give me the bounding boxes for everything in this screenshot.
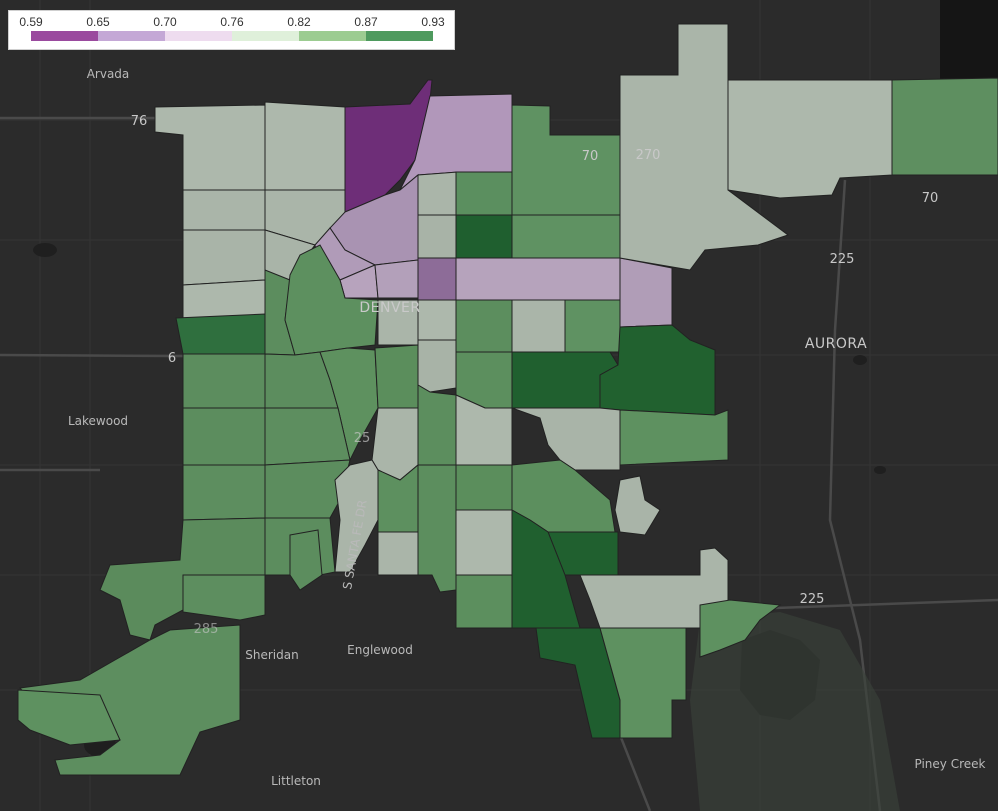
- district: [264, 101, 346, 191]
- label-littleton: Littleton: [271, 774, 321, 788]
- district: [264, 459, 351, 519]
- label-piney-creek: Piney Creek: [915, 757, 986, 771]
- district: [455, 574, 513, 629]
- legend-swatch: [366, 31, 433, 41]
- legend-tick: 0.70: [153, 15, 177, 29]
- district: [455, 509, 513, 576]
- district: [182, 574, 266, 621]
- district: [455, 257, 621, 301]
- label-sheridan: Sheridan: [245, 648, 298, 662]
- legend-swatch: [299, 31, 366, 41]
- district: [334, 459, 379, 573]
- district: [699, 599, 782, 658]
- legend-tick: 0.76: [220, 15, 244, 29]
- district: [417, 299, 457, 346]
- road-label-25: 25: [354, 431, 371, 446]
- legend-tick: 0.65: [86, 15, 110, 29]
- legend-swatch: [232, 31, 299, 41]
- legend-swatch: [98, 31, 165, 41]
- district: [455, 171, 513, 216]
- legend-color-bar: [31, 31, 433, 41]
- district: [564, 299, 621, 353]
- district: [619, 23, 790, 271]
- label-denver: DENVER: [359, 300, 420, 316]
- district: [511, 299, 566, 353]
- district: [417, 464, 457, 593]
- district: [511, 214, 621, 259]
- district: [264, 407, 351, 466]
- district: [182, 229, 266, 286]
- district: [374, 344, 419, 409]
- district: [182, 407, 266, 466]
- label-lakewood: Lakewood: [68, 414, 128, 428]
- district: [182, 464, 266, 521]
- road-label-70-east: 70: [922, 191, 939, 206]
- district: [455, 214, 513, 259]
- district: [455, 464, 513, 511]
- road-label-70: 70: [582, 149, 599, 164]
- road-label-285: 285: [194, 622, 219, 637]
- district: [619, 409, 729, 466]
- district: [289, 529, 323, 591]
- district: [19, 624, 241, 776]
- district: [455, 299, 513, 353]
- district: [417, 257, 457, 301]
- district: [417, 384, 457, 466]
- district: [417, 214, 457, 259]
- district: [284, 244, 379, 356]
- district: [599, 627, 687, 739]
- label-englewood: Englewood: [347, 643, 413, 657]
- label-arvada: Arvada: [87, 67, 130, 81]
- legend-tick: 0.93: [421, 15, 445, 29]
- road-label-225: 225: [830, 252, 855, 267]
- district: [455, 394, 513, 466]
- legend-tick: 0.82: [287, 15, 311, 29]
- label-aurora: AURORA: [805, 336, 867, 352]
- district: [377, 531, 419, 576]
- district: [614, 475, 661, 536]
- color-legend: 0.59 0.65 0.70 0.76 0.82 0.87 0.93: [8, 10, 455, 50]
- district: [182, 189, 266, 231]
- legend-swatch: [165, 31, 232, 41]
- district: [182, 279, 266, 319]
- road-label-225-south: 225: [800, 592, 825, 607]
- district: [182, 353, 266, 409]
- district: [175, 313, 266, 355]
- district: [417, 171, 459, 216]
- district: [619, 257, 673, 328]
- road-label-6: 6: [168, 351, 176, 366]
- road-label-76: 76: [131, 114, 148, 129]
- district: [511, 509, 581, 629]
- road-label-270: 270: [636, 148, 661, 163]
- legend-swatch: [31, 31, 98, 41]
- legend-tick: 0.87: [354, 15, 378, 29]
- district: [374, 259, 419, 299]
- park-area: [690, 612, 900, 811]
- district: [417, 339, 457, 393]
- district: [371, 407, 419, 481]
- districts: [17, 23, 998, 776]
- legend-tick: 0.59: [19, 15, 43, 29]
- district: [579, 547, 729, 629]
- map-labels: Arvada Lakewood Sheridan Englewood Littl…: [68, 67, 986, 788]
- district: [891, 77, 998, 176]
- district: [17, 689, 121, 746]
